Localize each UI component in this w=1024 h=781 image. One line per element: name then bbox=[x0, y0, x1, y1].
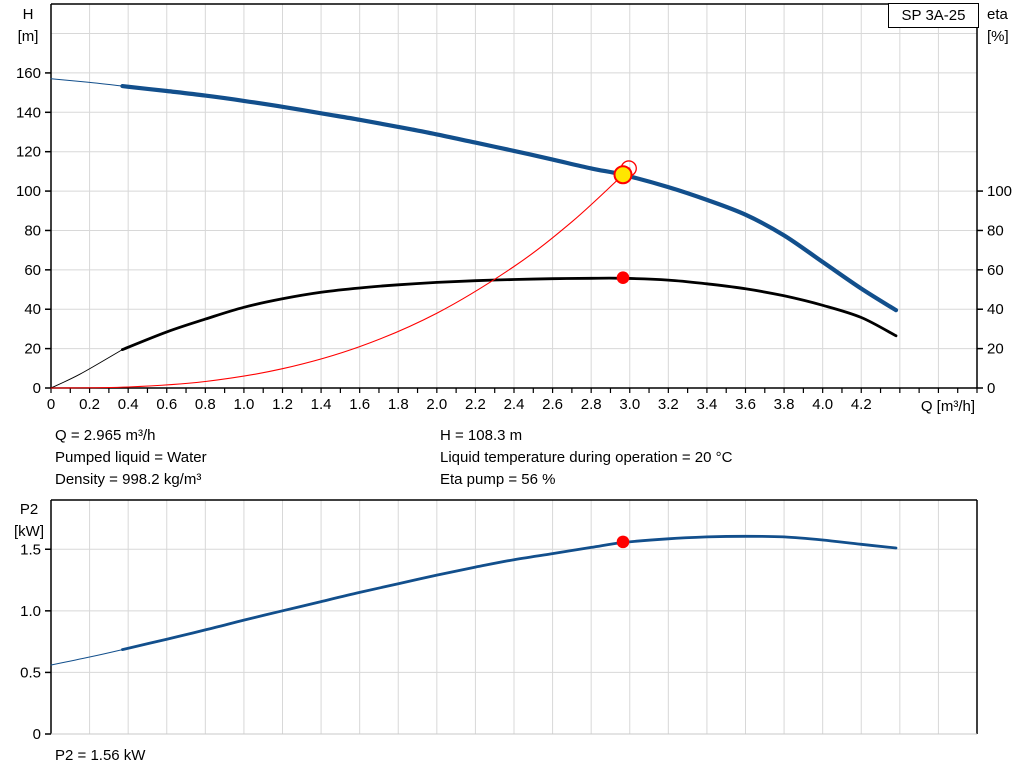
y-tick-label: 1.5 bbox=[20, 541, 41, 558]
eta-axis-label: eta [%] bbox=[987, 6, 1009, 45]
duty-annotations-left: Q = 2.965 m³/h Pumped liquid = Water Den… bbox=[55, 425, 207, 491]
p2-chart: 0 0.5 1.0 1.5 bbox=[20, 499, 978, 743]
x-tick-label: 3.8 bbox=[774, 396, 795, 413]
p2-curve-min-flow-segment bbox=[50, 649, 123, 666]
x-tick-label: 0.2 bbox=[79, 396, 100, 413]
y-tick-label: 40 bbox=[24, 301, 41, 318]
annotation-density: Density = 998.2 kg/m³ bbox=[55, 471, 202, 488]
pump-head-curve-min-flow-segment bbox=[50, 78, 123, 87]
x-tick-label: 0 bbox=[47, 396, 55, 413]
q-axis-label: Q [m³/h] bbox=[920, 398, 975, 415]
x-tick-label: 3.2 bbox=[658, 396, 679, 413]
x-tick-label: 0.6 bbox=[156, 396, 177, 413]
y2-tick-label: 0 bbox=[987, 380, 995, 397]
x-tick-label: 3.0 bbox=[619, 396, 640, 413]
annotation-liquid-temperature: Liquid temperature during operation = 20… bbox=[440, 449, 733, 466]
x-tick-label: 2.2 bbox=[465, 396, 486, 413]
pump-type-badge: SP 3A-25 bbox=[888, 3, 979, 28]
annotation-eta-pump: Eta pump = 56 % bbox=[440, 471, 556, 488]
y2-tick-label: 40 bbox=[987, 301, 1004, 318]
y2-tick-label: 100 bbox=[987, 183, 1012, 200]
p2-point bbox=[616, 535, 630, 549]
x-tick-label: 1.4 bbox=[311, 396, 332, 413]
x-tick-label: 1.6 bbox=[349, 396, 370, 413]
y-tick-label: 60 bbox=[24, 262, 41, 279]
x-tick-label: 4.0 bbox=[812, 396, 833, 413]
y-tick-label: 20 bbox=[24, 341, 41, 358]
y-tick-label: 140 bbox=[16, 104, 41, 121]
system-curve bbox=[50, 167, 631, 389]
y-tick-label: 1.0 bbox=[20, 603, 41, 620]
x-tick-label: 1.8 bbox=[388, 396, 409, 413]
y-tick-label: 0 bbox=[33, 380, 41, 397]
duty-annotations-right: H = 108.3 m Liquid temperature during op… bbox=[440, 425, 732, 491]
efficiency-curve bbox=[121, 276, 898, 351]
x-tick-label: 3.6 bbox=[735, 396, 756, 413]
y2-tick-label: 60 bbox=[987, 262, 1004, 279]
efficiency-curve-min-flow-segment bbox=[50, 349, 123, 389]
p2-curve bbox=[121, 534, 898, 651]
y2-tick-label: 20 bbox=[987, 341, 1004, 358]
x-tick-label: 4.2 bbox=[851, 396, 872, 413]
y-tick-label: 120 bbox=[16, 144, 41, 161]
y-tick-label: 80 bbox=[24, 222, 41, 239]
y-tick-label: 0.5 bbox=[20, 664, 41, 681]
annotation-pumped-liquid: Pumped liquid = Water bbox=[55, 449, 207, 466]
annotation-flow: Q = 2.965 m³/h bbox=[55, 427, 156, 444]
x-tick-label: 0.8 bbox=[195, 396, 216, 413]
y-tick-label: 0 bbox=[33, 726, 41, 743]
annotation-head: H = 108.3 m bbox=[440, 427, 523, 444]
x-tick-label: 2.4 bbox=[504, 396, 525, 413]
x-tick-label: 1.2 bbox=[272, 396, 293, 413]
x-tick-label: 2.0 bbox=[426, 396, 447, 413]
duty-point bbox=[613, 165, 633, 185]
efficiency-point bbox=[616, 271, 630, 285]
p2-annotation: P2 = 1.56 kW bbox=[55, 747, 146, 764]
x-tick-label: 0.4 bbox=[118, 396, 139, 413]
y-tick-label: 100 bbox=[16, 183, 41, 200]
x-tick-label: 1.0 bbox=[233, 396, 254, 413]
y-tick-label: 160 bbox=[16, 65, 41, 82]
h-axis-label: H [m] bbox=[17, 6, 39, 45]
pump-head-curve bbox=[120, 84, 899, 313]
x-tick-label: 3.4 bbox=[696, 396, 717, 413]
hq-chart: 0 0.2 0.4 0.6 0.8 1.0 1.2 1.4 1.6 1.8 2.0 2.2 2.4 2.6… bbox=[16, 3, 1012, 413]
y2-tick-label: 80 bbox=[987, 222, 1004, 239]
p2-axis-label: P2 [kW] bbox=[14, 501, 44, 540]
x-tick-label: 2.6 bbox=[542, 396, 563, 413]
x-tick-label: 2.8 bbox=[581, 396, 602, 413]
